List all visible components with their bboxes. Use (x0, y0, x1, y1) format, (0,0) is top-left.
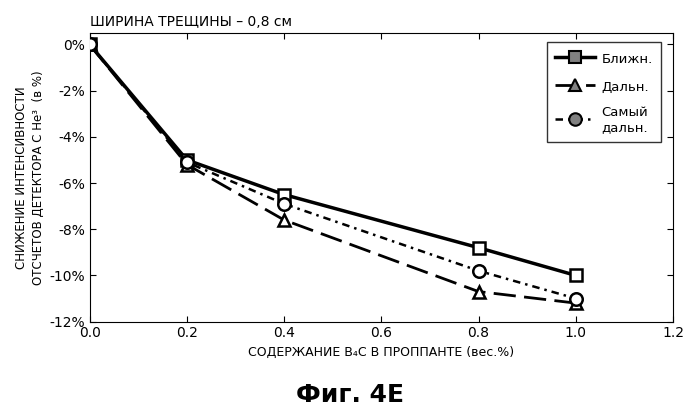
Text: Фиг. 4Е: Фиг. 4Е (296, 383, 403, 407)
Text: ШИРИНА ТРЕЩИНЫ – 0,8 см: ШИРИНА ТРЕЩИНЫ – 0,8 см (89, 15, 291, 29)
Y-axis label: СНИЖЕНИЕ ИНТЕНСИВНОСТИ
ОТСЧЕТОВ ДЕТЕКТОРА С He³  (в %): СНИЖЕНИЕ ИНТЕНСИВНОСТИ ОТСЧЕТОВ ДЕТЕКТОР… (15, 70, 45, 284)
X-axis label: СОДЕРЖАНИЕ B₄C В ПРОППАНТЕ (вес.%): СОДЕРЖАНИЕ B₄C В ПРОППАНТЕ (вес.%) (248, 346, 514, 359)
Legend: Ближн., Дальн., Самый
дальн.: Ближн., Дальн., Самый дальн. (547, 42, 661, 142)
